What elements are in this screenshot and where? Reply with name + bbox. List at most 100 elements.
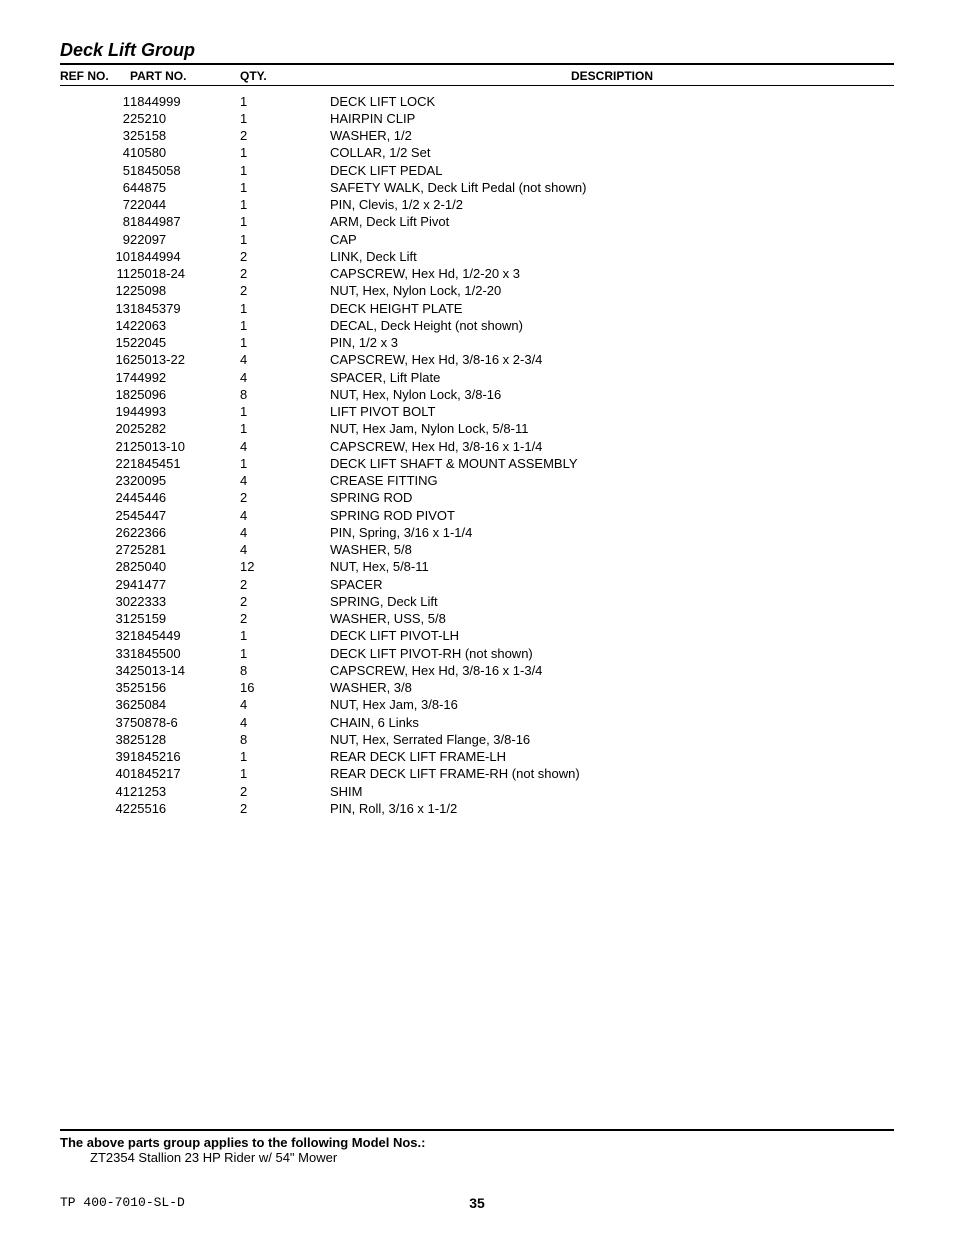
- cell-ref: 39: [60, 749, 130, 766]
- table-row: 1625013-224CAPSCREW, Hex Hd, 3/8-16 x 2-…: [60, 352, 894, 369]
- cell-part: 10580: [130, 145, 240, 162]
- table-row: 3251582WASHER, 1/2: [60, 128, 894, 145]
- cell-desc: SHIM: [330, 783, 894, 800]
- cell-qty: 4: [240, 542, 330, 559]
- cell-ref: 1: [60, 93, 130, 110]
- cell-qty: 1: [240, 404, 330, 421]
- table-row: 518450581DECK LIFT PEDAL: [60, 162, 894, 179]
- page-footer: TP 400-7010-SL-D 35: [60, 1195, 894, 1210]
- cell-desc: HAIRPIN CLIP: [330, 110, 894, 127]
- cell-qty: 2: [240, 611, 330, 628]
- cell-qty: 1: [240, 628, 330, 645]
- cell-ref: 6: [60, 179, 130, 196]
- cell-part: 25084: [130, 697, 240, 714]
- cell-ref: 10: [60, 248, 130, 265]
- cell-ref: 28: [60, 559, 130, 576]
- table-row: 3318455001DECK LIFT PIVOT-RH (not shown): [60, 645, 894, 662]
- cell-part: 45447: [130, 507, 240, 524]
- cell-desc: CAPSCREW, Hex Hd, 3/8-16 x 2-3/4: [330, 352, 894, 369]
- doc-id: TP 400-7010-SL-D: [60, 1195, 185, 1210]
- cell-desc: NUT, Hex, 5/8-11: [330, 559, 894, 576]
- cell-qty: 1: [240, 93, 330, 110]
- table-row: 29414772SPACER: [60, 576, 894, 593]
- header-ref: REF NO.: [60, 67, 130, 86]
- table-row: 3218454491DECK LIFT PIVOT-LH: [60, 628, 894, 645]
- cell-part: 21253: [130, 783, 240, 800]
- table-row: 1125018-242CAPSCREW, Hex Hd, 1/2-20 x 3: [60, 266, 894, 283]
- table-row: 17449924SPACER, Lift Plate: [60, 369, 894, 386]
- cell-part: 20095: [130, 473, 240, 490]
- cell-desc: COLLAR, 1/2 Set: [330, 145, 894, 162]
- cell-ref: 9: [60, 231, 130, 248]
- cell-part: 1845451: [130, 455, 240, 472]
- parts-table: REF NO. PART NO. QTY. DESCRIPTION 118449…: [60, 67, 894, 818]
- cell-qty: 1: [240, 317, 330, 334]
- cell-qty: 4: [240, 352, 330, 369]
- cell-desc: NUT, Hex, Nylon Lock, 3/8-16: [330, 386, 894, 403]
- table-row: 818449871ARM, Deck Lift Pivot: [60, 214, 894, 231]
- cell-ref: 32: [60, 628, 130, 645]
- cell-qty: 1: [240, 421, 330, 438]
- cell-qty: 1: [240, 766, 330, 783]
- cell-part: 25282: [130, 421, 240, 438]
- table-row: 7220441PIN, Clevis, 1/2 x 2-1/2: [60, 197, 894, 214]
- cell-part: 41477: [130, 576, 240, 593]
- table-row: 14220631DECAL, Deck Height (not shown): [60, 317, 894, 334]
- cell-part: 44875: [130, 179, 240, 196]
- cell-part: 25018-24: [130, 266, 240, 283]
- table-row: 1318453791DECK HEIGHT PLATE: [60, 300, 894, 317]
- table-row: 31251592WASHER, USS, 5/8: [60, 611, 894, 628]
- cell-ref: 13: [60, 300, 130, 317]
- table-row: 6448751SAFETY WALK, Deck Lift Pedal (not…: [60, 179, 894, 196]
- cell-ref: 25: [60, 507, 130, 524]
- cell-ref: 16: [60, 352, 130, 369]
- cell-desc: DECK LIFT PEDAL: [330, 162, 894, 179]
- cell-desc: SPACER: [330, 576, 894, 593]
- cell-qty: 16: [240, 680, 330, 697]
- cell-qty: 1: [240, 145, 330, 162]
- cell-desc: CAPSCREW, Hex Hd, 1/2-20 x 3: [330, 266, 894, 283]
- cell-qty: 1: [240, 749, 330, 766]
- cell-qty: 2: [240, 266, 330, 283]
- cell-part: 25040: [130, 559, 240, 576]
- cell-ref: 31: [60, 611, 130, 628]
- table-row: 18250968NUT, Hex, Nylon Lock, 3/8-16: [60, 386, 894, 403]
- table-row: 352515616WASHER, 3/8: [60, 680, 894, 697]
- cell-part: 25158: [130, 128, 240, 145]
- cell-ref: 5: [60, 162, 130, 179]
- table-row: 2125013-104CAPSCREW, Hex Hd, 3/8-16 x 1-…: [60, 438, 894, 455]
- cell-part: 1845449: [130, 628, 240, 645]
- table-row: 9220971CAP: [60, 231, 894, 248]
- table-row: 25454474SPRING ROD PIVOT: [60, 507, 894, 524]
- cell-part: 25096: [130, 386, 240, 403]
- cell-qty: 4: [240, 714, 330, 731]
- cell-qty: 1: [240, 335, 330, 352]
- cell-desc: PIN, Clevis, 1/2 x 2-1/2: [330, 197, 894, 214]
- cell-desc: LINK, Deck Lift: [330, 248, 894, 265]
- cell-ref: 40: [60, 766, 130, 783]
- cell-desc: NUT, Hex Jam, Nylon Lock, 5/8-11: [330, 421, 894, 438]
- cell-qty: 2: [240, 283, 330, 300]
- cell-desc: WASHER, 3/8: [330, 680, 894, 697]
- cell-desc: SPRING ROD: [330, 490, 894, 507]
- cell-qty: 4: [240, 369, 330, 386]
- cell-ref: 26: [60, 524, 130, 541]
- cell-ref: 37: [60, 714, 130, 731]
- table-row: 118449991DECK LIFT LOCK: [60, 93, 894, 110]
- cell-qty: 1: [240, 162, 330, 179]
- cell-part: 25156: [130, 680, 240, 697]
- cell-ref: 20: [60, 421, 130, 438]
- group-title: Deck Lift Group: [60, 40, 894, 61]
- cell-desc: PIN, Roll, 3/16 x 1-1/2: [330, 800, 894, 817]
- cell-part: 44992: [130, 369, 240, 386]
- table-row: 4105801COLLAR, 1/2 Set: [60, 145, 894, 162]
- table-row: 19449931LIFT PIVOT BOLT: [60, 404, 894, 421]
- cell-ref: 22: [60, 455, 130, 472]
- table-row: 12250982NUT, Hex, Nylon Lock, 1/2-20: [60, 283, 894, 300]
- header-qty: QTY.: [240, 67, 330, 86]
- cell-ref: 35: [60, 680, 130, 697]
- cell-desc: LIFT PIVOT BOLT: [330, 404, 894, 421]
- cell-desc: PIN, 1/2 x 3: [330, 335, 894, 352]
- cell-part: 25128: [130, 731, 240, 748]
- table-row: 26223664PIN, Spring, 3/16 x 1-1/4: [60, 524, 894, 541]
